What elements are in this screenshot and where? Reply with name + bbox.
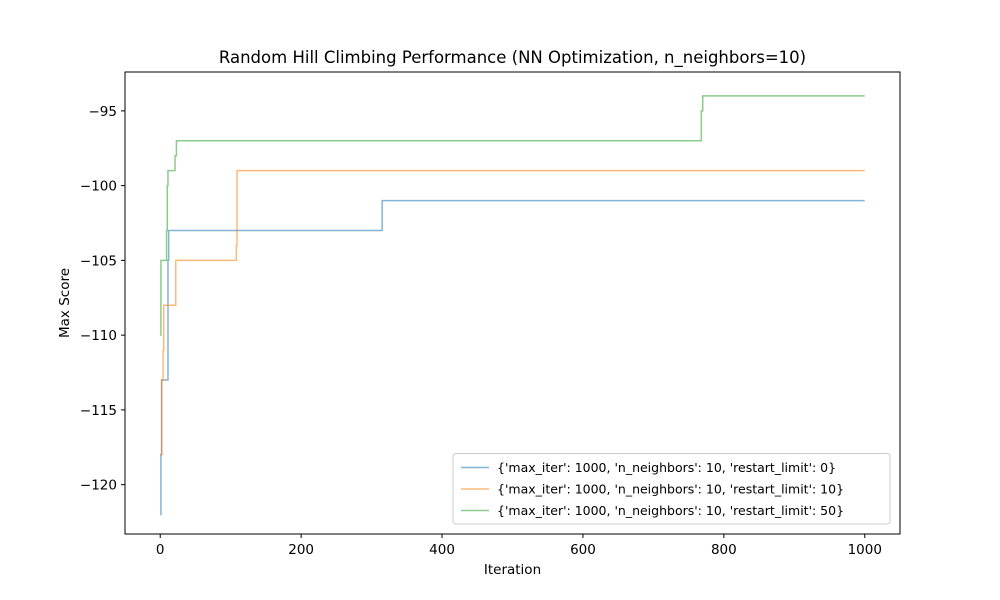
- legend-box: [452, 453, 891, 525]
- x-axis-label: Iteration: [484, 562, 541, 578]
- y-axis: −120 −115 −110 −105 −100 −95: [80, 104, 125, 494]
- series-line-2: [160, 95, 865, 336]
- x-axis: 0 200 400 600 800 1000: [156, 534, 882, 558]
- y-tick-label: −120: [80, 478, 117, 494]
- y-tick-label: −115: [80, 403, 117, 419]
- series-line-1: [160, 169, 865, 456]
- y-tick-label: −100: [80, 179, 117, 195]
- legend-label-0: {'max_iter': 1000, 'n_neighbors': 10, 'r…: [497, 460, 836, 475]
- y-tick-label: −110: [80, 328, 117, 344]
- x-tick-label: 200: [288, 542, 314, 558]
- x-tick-label: 0: [156, 542, 165, 558]
- y-axis-label: Max Score: [57, 268, 73, 338]
- legend-label-1: {'max_iter': 1000, 'n_neighbors': 10, 'r…: [497, 482, 844, 497]
- plot-area-frame: [124, 71, 901, 535]
- legend: {'max_iter': 1000, 'n_neighbors': 10, 'r…: [452, 453, 891, 525]
- series-layer: [160, 95, 865, 516]
- x-tick-label: 800: [711, 542, 737, 558]
- y-tick-label: −105: [80, 253, 117, 269]
- x-tick-label: 600: [570, 542, 596, 558]
- x-tick-label: 400: [429, 542, 455, 558]
- x-tick-label: 1000: [848, 542, 882, 558]
- y-tick-label: −95: [89, 104, 118, 120]
- chart-title: Random Hill Climbing Performance (NN Opt…: [219, 48, 806, 68]
- legend-label-2: {'max_iter': 1000, 'n_neighbors': 10, 'r…: [497, 503, 844, 518]
